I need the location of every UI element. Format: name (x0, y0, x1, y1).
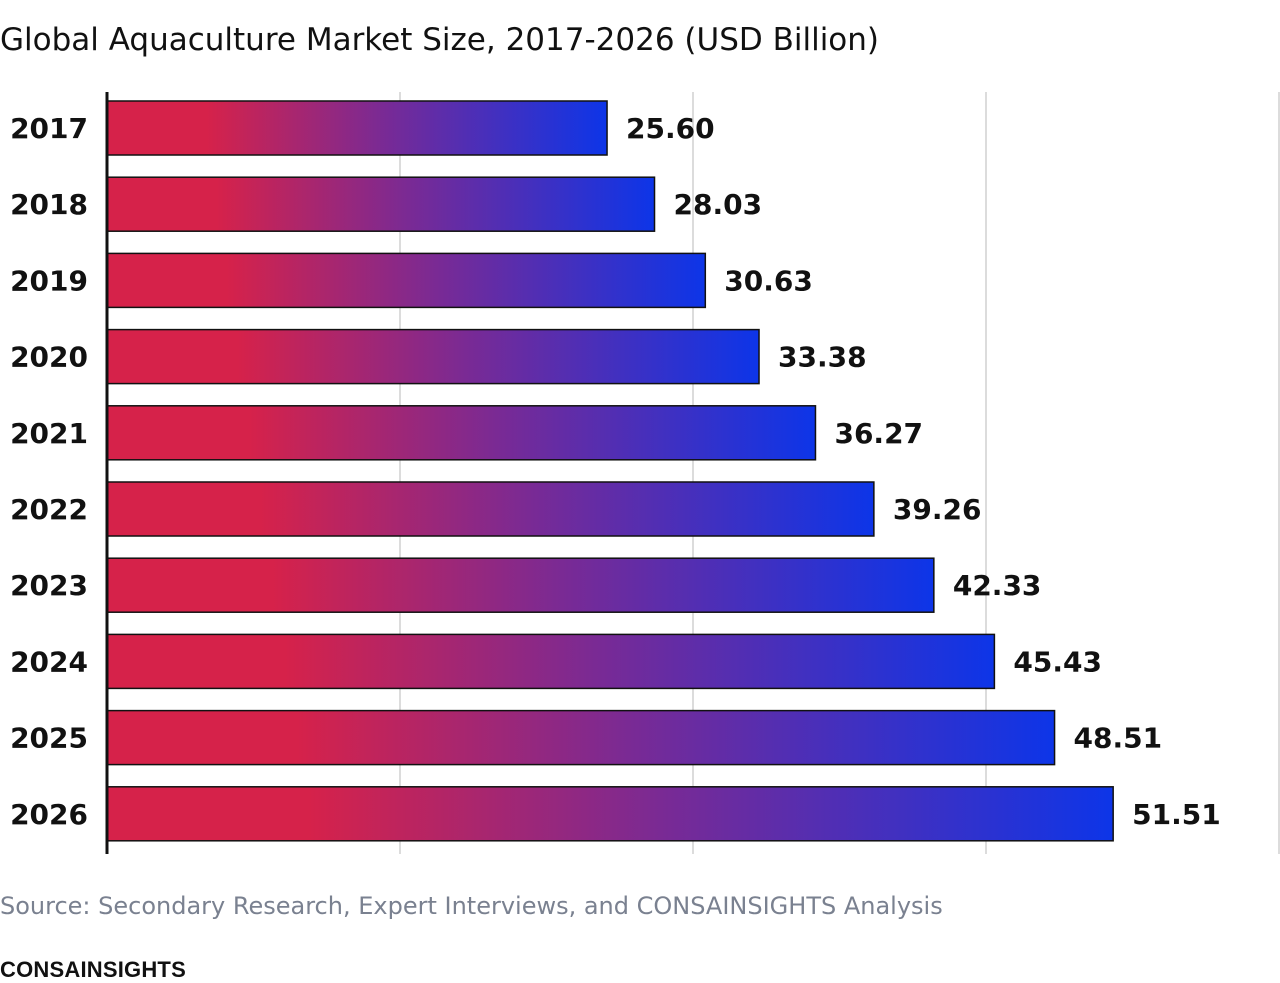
bar-2026 (106, 786, 1114, 842)
bar-2025 (106, 709, 1056, 766)
value-label-2025: 48.51 (1074, 722, 1163, 755)
value-labels: 25.60 28.03 30.63 33.38 36.27 39.26 42.33 45.43… (626, 112, 1221, 831)
bar-2018 (106, 176, 656, 232)
value-label-2026: 51.51 (1132, 798, 1221, 831)
value-label-2017: 25.60 (626, 112, 715, 145)
value-label-2024: 45.43 (1013, 645, 1102, 678)
category-label-2017: 2017 (10, 112, 88, 145)
category-label-2024: 2024 (10, 645, 88, 678)
bar-2023 (106, 557, 935, 613)
value-label-2023: 42.33 (953, 569, 1042, 602)
category-label-2026: 2026 (10, 798, 88, 831)
bar-2024 (106, 633, 996, 690)
bars (106, 100, 1114, 842)
category-label-2025: 2025 (10, 722, 88, 755)
chart-title: Global Aquaculture Market Size, 2017-202… (0, 22, 880, 58)
category-label-2018: 2018 (10, 188, 88, 221)
category-label-2023: 2023 (10, 569, 88, 602)
source-note: Source: Secondary Research, Expert Inter… (0, 892, 943, 920)
bar-2019 (106, 252, 707, 309)
bar-2021 (106, 405, 817, 461)
bar-2017 (106, 100, 608, 156)
bar-2020 (106, 328, 760, 385)
value-label-2021: 36.27 (834, 417, 923, 450)
value-label-2019: 30.63 (724, 264, 813, 297)
value-label-2018: 28.03 (674, 188, 763, 221)
value-label-2020: 33.38 (778, 341, 867, 374)
value-label-2022: 39.26 (893, 493, 982, 526)
category-label-2021: 2021 (10, 417, 88, 450)
brand-logo-text: CONSAINSIGHTS (0, 957, 186, 982)
bar-chart: 2017 2018 2019 2020 2021 2022 2023 2024 2025 2026… (10, 92, 1280, 854)
category-labels: 2017 2018 2019 2020 2021 2022 2023 2024 2025 2026 (10, 112, 88, 831)
category-label-2019: 2019 (10, 264, 88, 297)
bar-2022 (106, 481, 875, 537)
category-label-2020: 2020 (10, 341, 88, 374)
category-label-2022: 2022 (10, 493, 88, 526)
